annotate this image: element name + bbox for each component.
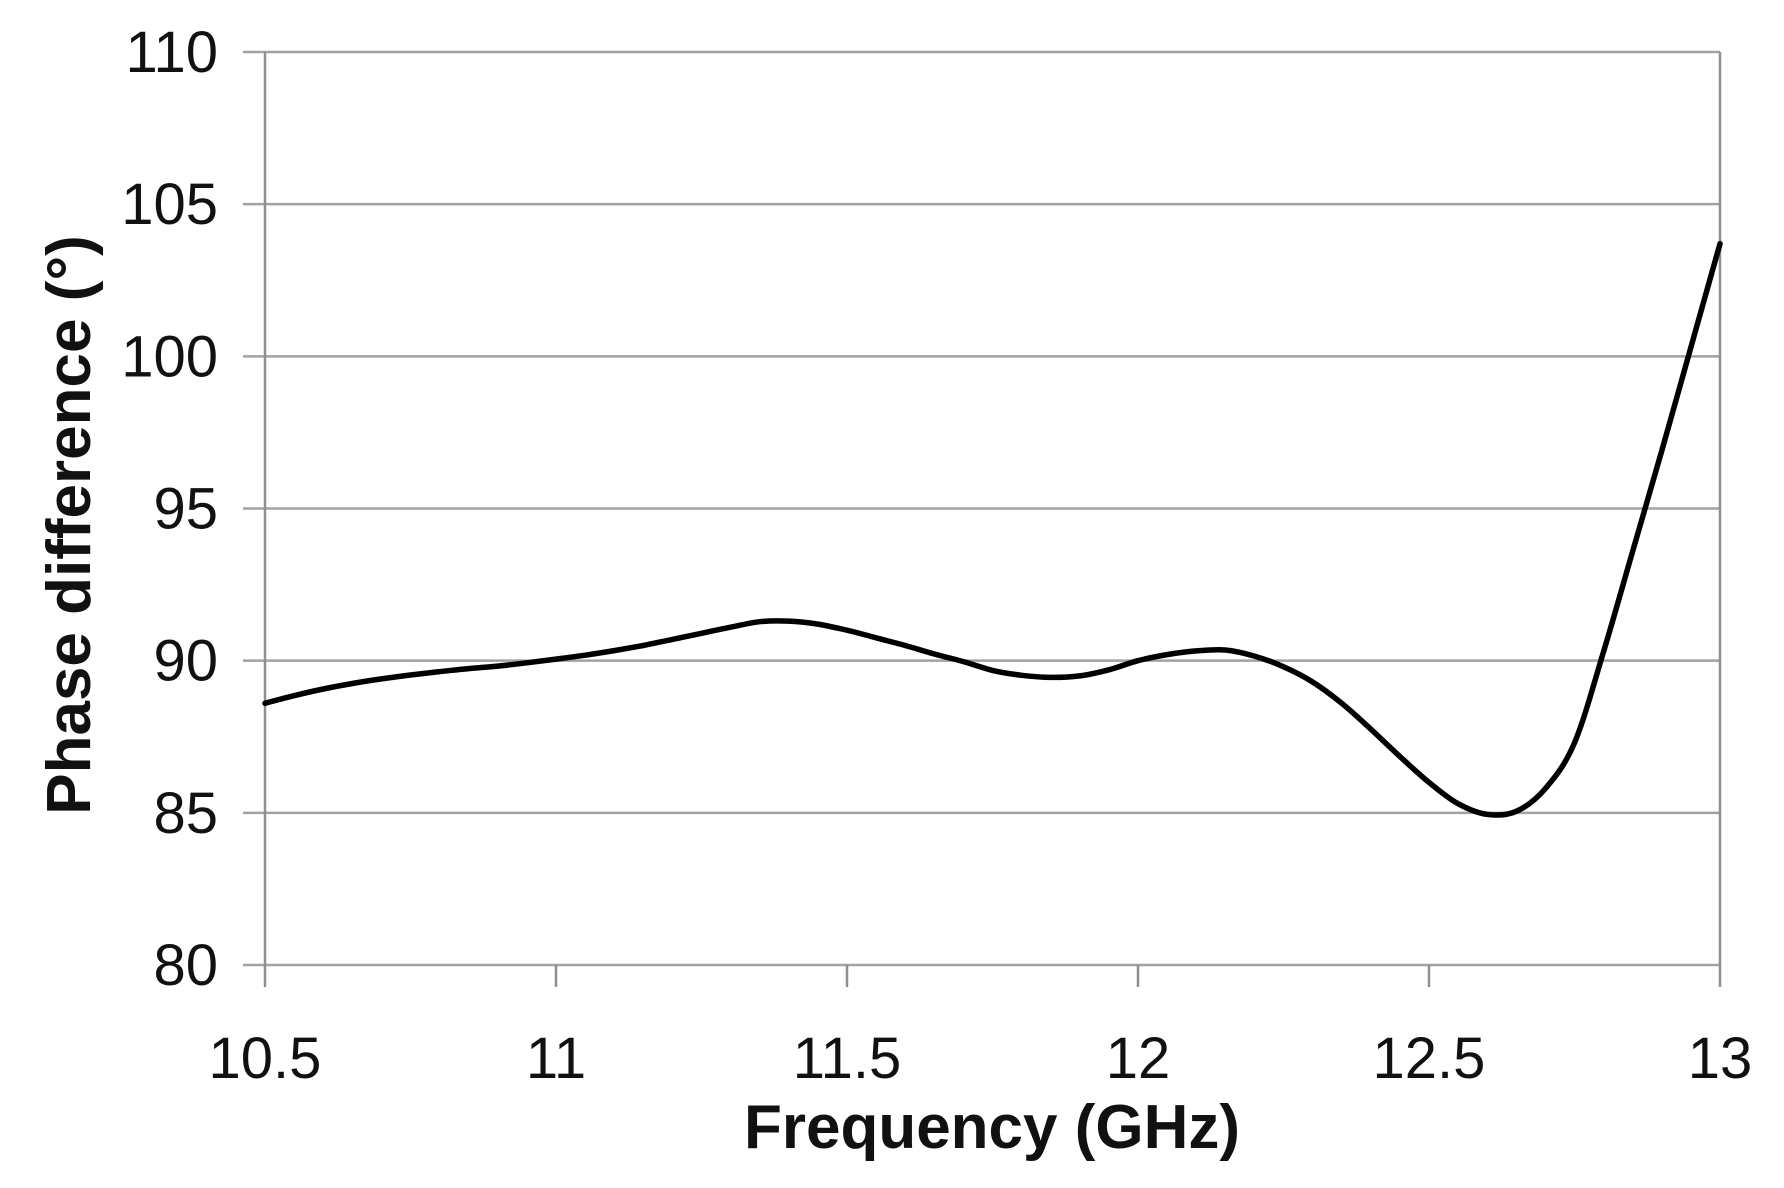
y-tick-label: 90 xyxy=(153,629,218,694)
y-tick-label: 100 xyxy=(121,324,218,389)
gridlines xyxy=(243,50,1720,967)
y-tick-label: 95 xyxy=(153,477,218,542)
phase-difference-curve xyxy=(262,240,1723,818)
x-tick-label: 11 xyxy=(526,1026,586,1091)
x-tick-label: 10.5 xyxy=(209,1026,322,1091)
x-axis-title: Frequency (GHz) xyxy=(744,1093,1240,1162)
y-axis-title: Phase difference (°) xyxy=(35,235,104,815)
x-tick-label: 13 xyxy=(1688,1026,1753,1091)
tick-labels: 80 85 90 95 100 105 110 10.5 11 11.5 12 12.5 13 xyxy=(121,20,1752,1091)
x-tick-label: 12.5 xyxy=(1373,1026,1486,1091)
axes xyxy=(263,52,1722,987)
series-layer xyxy=(262,240,1723,818)
y-tick-label: 105 xyxy=(121,172,218,237)
y-tick-label: 85 xyxy=(153,781,218,846)
x-tick-label: 11.5 xyxy=(793,1026,902,1091)
y-tick-label: 80 xyxy=(153,933,218,998)
y-tick-label: 110 xyxy=(126,20,218,85)
x-tick-label: 12 xyxy=(1106,1026,1171,1091)
